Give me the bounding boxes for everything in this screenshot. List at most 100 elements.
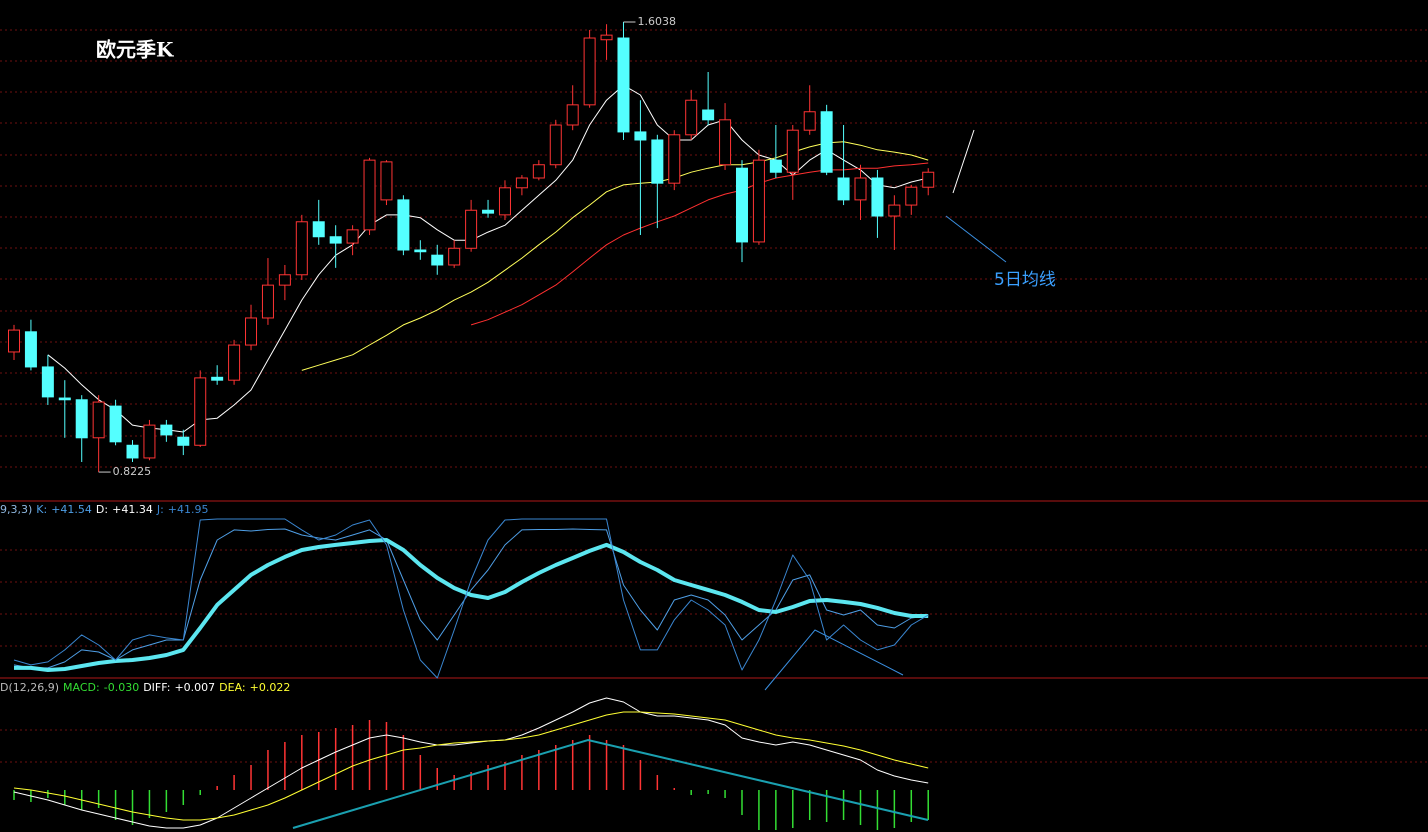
candle-body bbox=[837, 177, 850, 201]
macd-bar bbox=[859, 790, 862, 825]
candle-body bbox=[719, 119, 732, 166]
macd-bar bbox=[893, 790, 896, 828]
macd-bar bbox=[707, 790, 709, 794]
candle-body bbox=[888, 204, 901, 217]
series-line bbox=[13, 518, 929, 679]
candle-body bbox=[769, 159, 782, 173]
macd-trend-line bbox=[292, 738, 929, 829]
macd-bar bbox=[555, 745, 557, 790]
candle-body bbox=[532, 164, 545, 179]
macd-bar bbox=[199, 790, 201, 795]
candle-body bbox=[126, 444, 139, 459]
series-line bbox=[14, 538, 929, 672]
macd-bar bbox=[419, 755, 422, 790]
indicator-label: D(12,26,9) bbox=[0, 681, 60, 694]
legend-value: +0.007 bbox=[174, 681, 216, 694]
candle-body bbox=[41, 366, 54, 398]
indicator-label: 9,3,3) bbox=[0, 503, 33, 516]
candle-body bbox=[92, 401, 105, 439]
legend-name: J: bbox=[156, 503, 164, 516]
candle-body bbox=[448, 247, 461, 266]
candle-body bbox=[922, 171, 935, 188]
candle-body bbox=[482, 209, 495, 214]
macd-bar bbox=[250, 765, 252, 790]
candle-body bbox=[549, 124, 562, 166]
macd-header: D(12,26,9) MACD: -0.030 DIFF: +0.007 DEA: +0.0… bbox=[0, 681, 294, 694]
annotation-arrow bbox=[945, 215, 1007, 263]
legend-value: +41.34 bbox=[112, 503, 153, 516]
macd-bar bbox=[622, 745, 625, 790]
macd-bar bbox=[571, 740, 574, 790]
macd-bar bbox=[605, 740, 608, 790]
macd-bar bbox=[317, 732, 320, 790]
macd-bar bbox=[64, 790, 66, 805]
macd-bar bbox=[690, 790, 692, 795]
legend-name: D: bbox=[95, 503, 109, 516]
candle-body bbox=[363, 159, 376, 231]
legend-name: DIFF: bbox=[143, 681, 171, 694]
kdj-header: 9,3,3) K: +41.54 D: +41.34 J: +41.95 bbox=[0, 503, 213, 516]
candle-body bbox=[75, 399, 88, 439]
candle-body bbox=[160, 424, 173, 436]
legend-name: MACD: bbox=[63, 681, 100, 694]
candle-body bbox=[194, 377, 207, 446]
macd-bar bbox=[792, 790, 794, 828]
candle-body bbox=[498, 187, 511, 216]
legend-value: -0.030 bbox=[103, 681, 140, 694]
series-line bbox=[13, 711, 929, 821]
candle-body bbox=[346, 229, 359, 244]
macd-bar bbox=[487, 765, 489, 790]
macd-bar bbox=[402, 735, 405, 790]
macd-bar bbox=[114, 790, 117, 820]
macd-bar bbox=[656, 775, 659, 790]
legend-value: +0.022 bbox=[249, 681, 291, 694]
macd-bar bbox=[758, 790, 760, 830]
macd-bar bbox=[876, 790, 879, 830]
macd-bar bbox=[825, 790, 828, 822]
candle-body bbox=[820, 111, 833, 173]
candle-body bbox=[312, 221, 325, 238]
macd-bar bbox=[741, 790, 743, 815]
macd-bar bbox=[351, 725, 354, 790]
candle-body bbox=[465, 209, 478, 249]
candle-body bbox=[228, 344, 241, 381]
macd-bar bbox=[504, 762, 506, 790]
candle-body bbox=[871, 177, 884, 217]
macd-bar bbox=[97, 790, 100, 808]
candle-body bbox=[295, 221, 308, 276]
guides bbox=[0, 29, 1428, 763]
macd-bar bbox=[165, 790, 168, 812]
candle-body bbox=[278, 274, 291, 286]
macd-bar bbox=[148, 790, 151, 818]
macd-bar bbox=[267, 750, 269, 790]
macd-bar bbox=[588, 735, 591, 790]
macd-bar bbox=[182, 790, 185, 805]
macd-bar bbox=[216, 786, 218, 790]
candle-body bbox=[786, 129, 799, 173]
macd-bar bbox=[808, 790, 811, 820]
candle-body bbox=[651, 139, 664, 184]
legend-name: K: bbox=[36, 503, 48, 516]
macd-bar bbox=[301, 735, 303, 790]
candle-body bbox=[752, 159, 765, 243]
macd-bar bbox=[334, 728, 337, 790]
candle-body bbox=[177, 436, 190, 446]
candle-body bbox=[634, 131, 647, 141]
macd-bar bbox=[13, 790, 15, 800]
candle-body bbox=[397, 199, 410, 251]
candle-body bbox=[245, 317, 258, 346]
macd-bar bbox=[910, 790, 913, 822]
marks: 1.6038 0.8225 bbox=[8, 15, 935, 830]
candle-body bbox=[617, 37, 630, 133]
macd-bar bbox=[927, 790, 929, 820]
candle-body bbox=[515, 177, 528, 189]
kdj-trend-line bbox=[764, 629, 904, 691]
candle-body bbox=[24, 331, 37, 368]
legend-value: +41.95 bbox=[167, 503, 209, 516]
candle-body bbox=[854, 177, 867, 201]
candle-body bbox=[905, 186, 918, 206]
chart-title: 欧元季K bbox=[96, 38, 174, 62]
series-line bbox=[470, 162, 929, 326]
candle-body bbox=[583, 37, 596, 106]
